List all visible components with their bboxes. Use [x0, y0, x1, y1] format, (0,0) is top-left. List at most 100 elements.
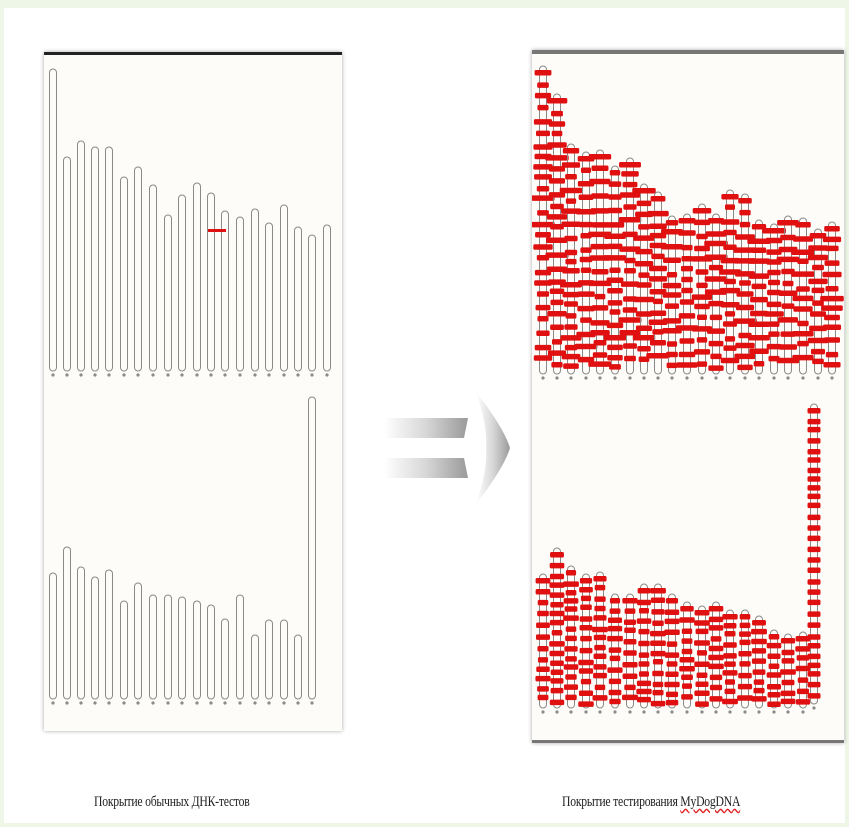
- chromosome: [150, 595, 157, 699]
- dna-marker: [826, 352, 838, 358]
- dna-marker: [752, 620, 766, 626]
- dna-marker: [638, 629, 649, 635]
- dna-marker: [666, 598, 678, 604]
- dna-marker: [619, 162, 641, 168]
- dna-marker: [679, 617, 694, 623]
- dna-marker: [808, 600, 821, 606]
- dna-marker: [639, 671, 649, 677]
- dna-marker: [636, 282, 651, 288]
- dna-marker: [551, 362, 562, 368]
- dna-marker: [639, 608, 649, 614]
- chromosome: [252, 635, 259, 699]
- dna-marker: [619, 317, 642, 323]
- dna-marker: [624, 258, 635, 264]
- dna-marker: [781, 638, 795, 644]
- centromere: [786, 376, 789, 379]
- dna-marker: [740, 222, 750, 228]
- dna-marker: [535, 232, 551, 238]
- dna-marker: [808, 427, 821, 433]
- dna-marker: [564, 664, 579, 670]
- dna-marker: [550, 204, 564, 210]
- dna-marker: [607, 636, 623, 642]
- dna-marker: [653, 299, 663, 305]
- dna-marker: [623, 204, 636, 210]
- dna-marker: [664, 630, 680, 636]
- chromosome: [208, 605, 215, 699]
- chromosome: [309, 235, 316, 371]
- dna-marker: [580, 578, 592, 584]
- dna-marker: [547, 214, 567, 220]
- dna-marker: [808, 515, 821, 521]
- dna-marker: [634, 297, 655, 303]
- dna-marker: [695, 681, 708, 687]
- centromere: [296, 373, 299, 376]
- dna-marker: [580, 625, 593, 631]
- centromere: [151, 373, 154, 376]
- chromosome: [121, 177, 128, 371]
- dna-marker: [752, 248, 766, 254]
- dna-marker: [538, 657, 548, 663]
- dna-marker: [551, 669, 564, 675]
- dna-marker: [594, 635, 607, 641]
- dna-marker: [738, 651, 751, 657]
- dna-marker: [725, 311, 735, 317]
- dna-marker: [693, 208, 712, 214]
- dna-marker: [768, 280, 780, 286]
- dna-marker: [722, 699, 738, 705]
- dna-marker: [621, 171, 639, 177]
- dna-marker: [639, 652, 649, 658]
- chromosome: [165, 595, 172, 699]
- dna-marker: [549, 178, 565, 184]
- dna-marker: [564, 324, 577, 330]
- double-right-arrow-icon: [376, 388, 516, 513]
- dna-marker: [667, 341, 677, 347]
- dna-marker: [649, 276, 667, 282]
- centromere: [107, 701, 110, 704]
- centromere: [728, 710, 731, 713]
- dna-marker: [791, 271, 815, 277]
- dna-marker: [808, 245, 827, 251]
- centromere: [267, 373, 270, 376]
- dna-marker: [565, 606, 578, 612]
- dna-marker: [610, 656, 621, 662]
- dna-marker: [547, 311, 567, 317]
- centromere: [65, 701, 68, 704]
- dna-marker: [681, 256, 692, 262]
- dna-marker: [589, 154, 611, 160]
- dna-marker: [751, 639, 767, 645]
- dna-marker: [622, 695, 638, 701]
- dna-marker: [536, 331, 549, 337]
- dna-marker: [767, 302, 782, 308]
- dna-marker: [563, 292, 580, 298]
- dna-marker: [734, 354, 755, 360]
- dna-marker: [739, 631, 751, 637]
- dna-marker: [808, 525, 821, 531]
- dna-marker: [665, 610, 679, 616]
- dna-marker: [610, 309, 621, 315]
- dna-marker: [550, 300, 563, 306]
- dna-marker: [695, 701, 709, 707]
- dna-marker: [623, 674, 638, 680]
- dna-marker: [580, 317, 592, 323]
- dna-marker: [610, 170, 620, 176]
- dna-marker: [566, 626, 577, 632]
- dna-marker: [792, 355, 813, 361]
- dna-marker: [808, 634, 821, 640]
- dna-marker: [710, 685, 722, 691]
- chromosome: [194, 601, 201, 699]
- dna-marker: [663, 283, 682, 289]
- dna-marker: [592, 305, 609, 311]
- dna-marker: [551, 111, 563, 117]
- dna-marker: [740, 614, 751, 620]
- chromosome: [699, 204, 706, 374]
- centromere: [772, 710, 775, 713]
- dna-marker: [609, 268, 620, 274]
- dna-marker: [825, 260, 840, 266]
- dna-marker: [608, 300, 623, 306]
- dna-marker: [697, 673, 708, 679]
- dna-marker: [536, 305, 551, 311]
- centromere: [79, 373, 82, 376]
- dna-marker: [681, 288, 692, 294]
- dna-marker: [650, 311, 666, 317]
- centromere: [628, 376, 631, 379]
